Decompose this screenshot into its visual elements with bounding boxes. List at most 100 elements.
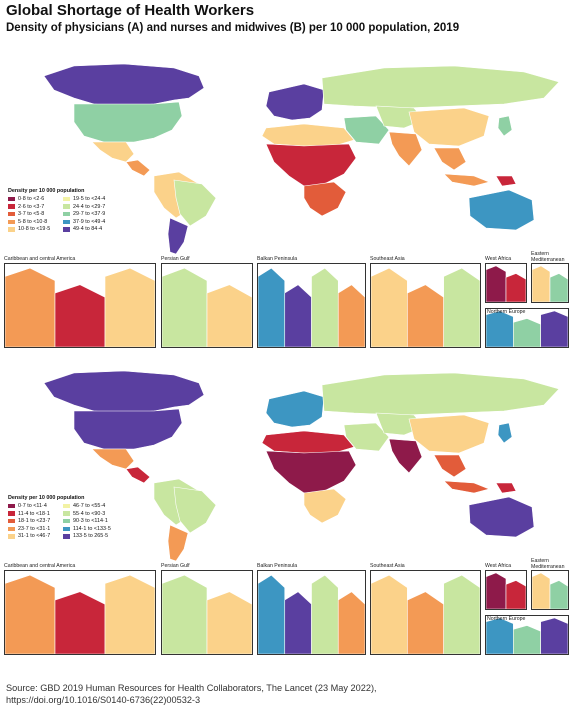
source-line: Source: GBD 2019 Human Resources for Hea… [6, 683, 377, 693]
inset-region [443, 267, 480, 347]
inset-map-balkan-peninsula [257, 570, 366, 655]
legend-swatch [63, 227, 70, 232]
inset-label: West Africa [485, 563, 512, 569]
inset-label: Northern Europe [487, 616, 526, 622]
legend-swatch [8, 196, 15, 202]
inset-region [337, 591, 365, 654]
legend-label: 114·1 to <133·5 [73, 525, 111, 532]
inset-region [337, 284, 365, 347]
legend-item: 11·4 to <18·1 [8, 511, 63, 517]
inset-region [549, 580, 568, 609]
inset-region [513, 625, 541, 654]
inset-label: Eastern Mediterranean [531, 251, 565, 263]
inset-region [371, 574, 408, 654]
inset-region [54, 284, 106, 347]
region-argentina [167, 524, 189, 562]
inset-region [540, 310, 568, 347]
inset-label: Caribbean and central America [4, 256, 76, 262]
legend-item: 0·7 to <11·4 [8, 503, 63, 509]
legend-item: 46·7 to <55·4 [63, 503, 123, 509]
legend-label: 37·9 to <49·4 [73, 218, 106, 225]
inset-map-caribbean-and-central-america [4, 263, 156, 348]
region-north-america [43, 370, 205, 414]
region-argentina [167, 217, 189, 255]
inset-map-west-africa [485, 570, 527, 610]
map-panel-b: B Density per 10 000 population 0·7 to <… [4, 365, 569, 665]
inset-region [407, 284, 444, 347]
region-japan [497, 115, 513, 137]
inset-region [284, 284, 312, 347]
inset-region [407, 591, 444, 654]
inset-region [505, 273, 526, 302]
legend-swatch [63, 534, 70, 539]
inset-region [443, 574, 480, 654]
inset-region [532, 572, 551, 609]
legend-swatch [63, 196, 70, 202]
inset-region [162, 574, 208, 654]
inset-label: Northern Europe [487, 309, 526, 315]
region-middle-east [343, 115, 390, 145]
inset-map-eastern-mediterranean [531, 263, 569, 303]
region-indonesia [443, 173, 490, 187]
legend-swatch [63, 526, 70, 532]
region-png [495, 175, 517, 187]
inset-region [513, 318, 541, 347]
inset-region [104, 267, 155, 347]
legend-swatch [63, 219, 70, 225]
inset-label: Southeast Asia [370, 256, 405, 262]
inset-region [258, 267, 286, 347]
inset-region [311, 574, 339, 654]
legend-swatch [63, 518, 70, 524]
inset-map-northern-europe [485, 615, 569, 655]
legend-swatch [8, 204, 15, 209]
inset-region [371, 267, 408, 347]
inset-region [505, 580, 526, 609]
inset-map-caribbean-and-central-america [4, 570, 156, 655]
legend-swatch [63, 511, 70, 516]
legend-item: 55·4 to <90·3 [63, 511, 123, 517]
inset-region [486, 310, 514, 347]
region-africa [265, 143, 357, 187]
region-europe [265, 390, 325, 428]
inset-label: Persian Gulf [161, 563, 190, 569]
legend-swatch [8, 227, 15, 232]
legend-label: 90·3 to <114·1 [73, 518, 108, 525]
region-india [388, 131, 423, 167]
legend-label: 133·5 to 265·5 [73, 533, 109, 540]
legend-label: 11·4 to <18·1 [18, 510, 50, 517]
legend-item: 5·8 to <10·8 [8, 219, 63, 225]
legend-title: Density per 10 000 population [8, 495, 85, 501]
inset-label: West Africa [485, 256, 512, 262]
inset-region [486, 572, 507, 609]
legend-label: 0·8 to <2·6 [18, 196, 45, 202]
inset-map-west-africa [485, 263, 527, 303]
legend-label: 31·1 to <46·7 [18, 533, 51, 540]
legend-label: 29·7 to <37·9 [73, 211, 106, 218]
legend-label: 0·7 to <11·4 [18, 503, 47, 509]
legend-item: 24·4 to <29·7 [63, 204, 123, 210]
world-map [4, 365, 569, 565]
inset-region [540, 617, 568, 654]
region-brazil [173, 486, 217, 534]
region-europe [265, 83, 325, 121]
inset-label: Caribbean and central America [4, 563, 76, 569]
legend-swatch [8, 511, 15, 516]
inset-region [311, 267, 339, 347]
inset-label: Persian Gulf [161, 256, 190, 262]
region-middle-east [343, 422, 390, 452]
legend-swatch [63, 204, 70, 209]
inset-map-balkan-peninsula [257, 263, 366, 348]
legend-title: Density per 10 000 population [8, 188, 85, 194]
inset-region [206, 591, 252, 654]
legend-item: 2·6 to <3·7 [8, 204, 63, 210]
region-southern-africa [303, 181, 347, 217]
page-title: Global Shortage of Health Workers [6, 2, 255, 19]
region-japan [497, 422, 513, 444]
legend-item: 49·4 to 84·4 [63, 226, 123, 232]
inset-map-eastern-mediterranean [531, 570, 569, 610]
inset-region [549, 273, 568, 302]
legend-item: 23·7 to <31·1 [8, 526, 63, 532]
legend-label: 2·6 to <3·7 [18, 203, 45, 210]
legend-swatch [63, 503, 70, 509]
inset-region [162, 267, 208, 347]
